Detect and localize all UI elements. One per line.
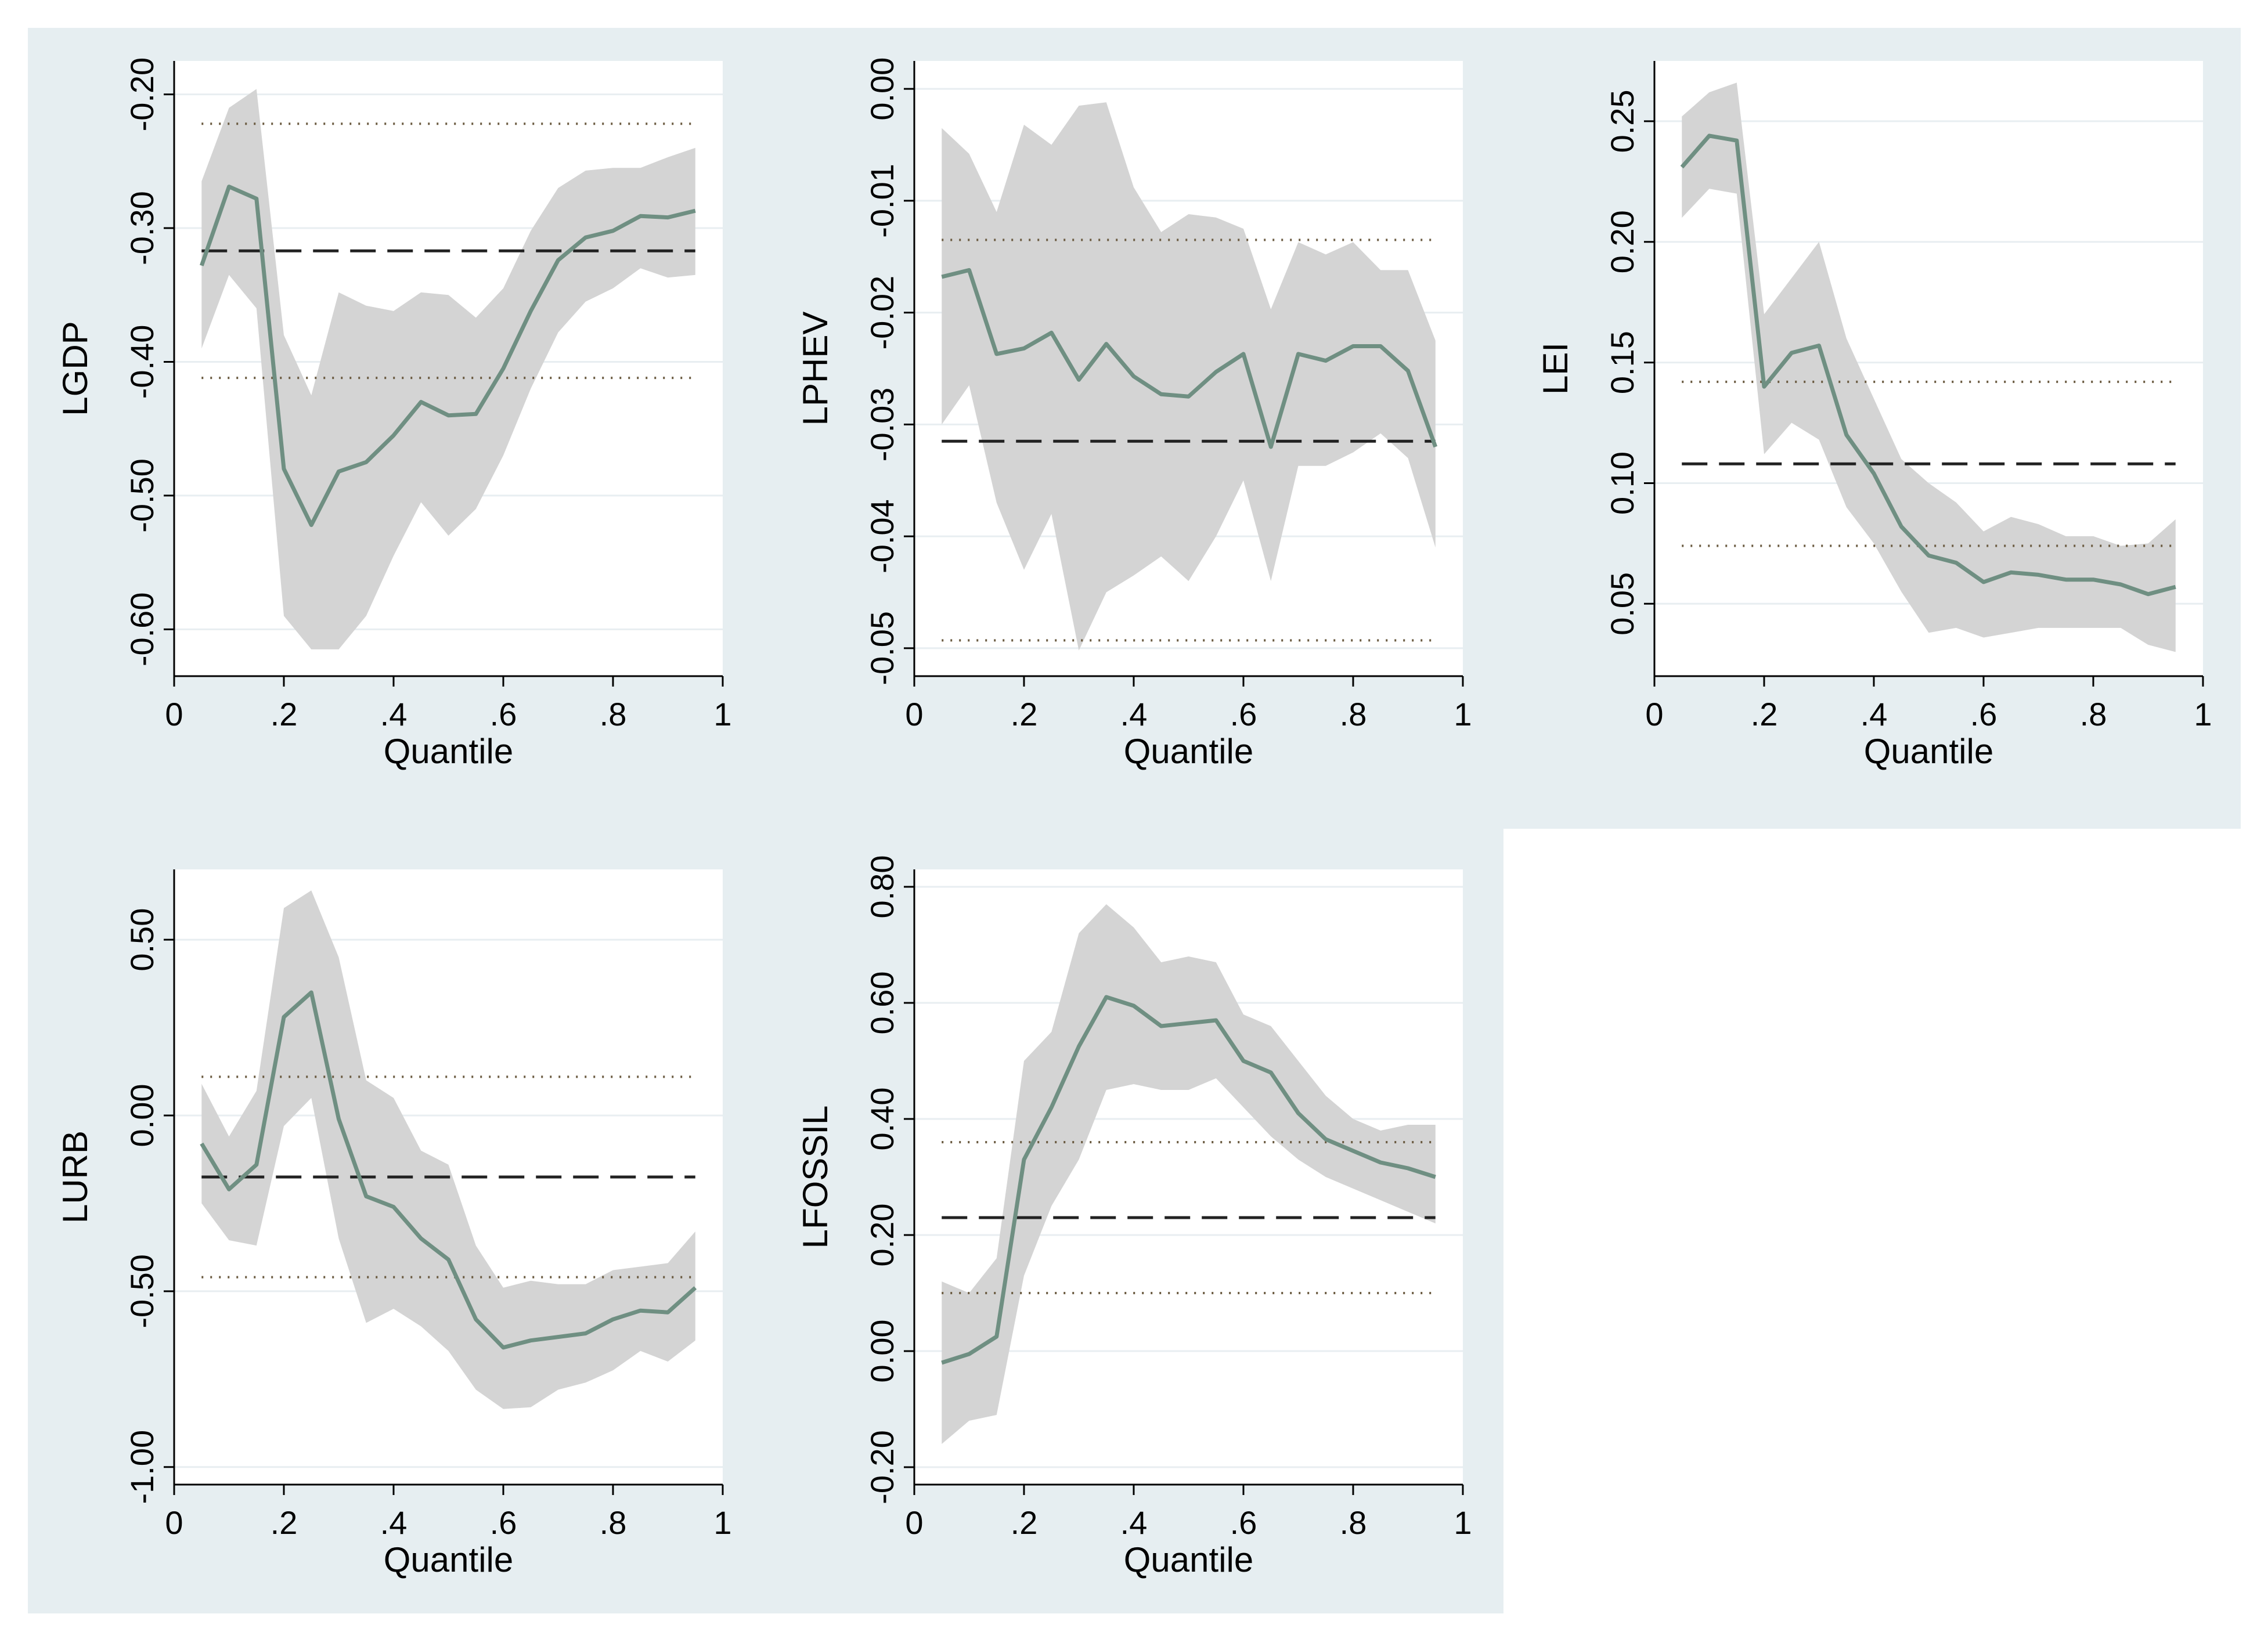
y-tick-label: 0.20: [864, 1204, 900, 1267]
x-tick-label: .2: [271, 1504, 298, 1541]
x-tick-label: .8: [1340, 1504, 1367, 1541]
x-axis-title: Quantile: [384, 732, 513, 771]
y-tick-label: 0.25: [1604, 89, 1640, 153]
y-axis-title: LEI: [1536, 342, 1575, 395]
x-tick-label: .4: [1120, 1504, 1148, 1541]
x-tick-label: 1: [2194, 696, 2212, 732]
x-tick-label: .8: [600, 1504, 627, 1541]
y-tick-label: 0.05: [1604, 572, 1640, 636]
x-tick-label: .2: [1011, 696, 1038, 732]
x-axis-title: Quantile: [1124, 732, 1253, 771]
chart-panel-1: -0.20 -0.30 -0.40 -0.50 -0.600 .2 .4 .6 .8 1 Quant…: [56, 57, 732, 771]
y-tick-label: 0.60: [864, 972, 900, 1035]
confidence-band: [201, 89, 695, 649]
x-axis-title: Quantile: [1864, 732, 1993, 771]
y-axis-title: LFOSSIL: [796, 1106, 835, 1249]
y-tick-label: -0.02: [864, 276, 900, 350]
x-tick-label: 1: [1454, 696, 1472, 732]
x-tick-label: .4: [380, 1504, 408, 1541]
y-tick-label: 0.00: [864, 57, 900, 121]
x-tick-label: .6: [1230, 696, 1257, 732]
x-tick-label: 0: [165, 1504, 183, 1541]
y-tick-label: -0.60: [124, 593, 160, 667]
y-tick-label: -0.50: [124, 458, 160, 533]
y-tick-label: 0.10: [1604, 452, 1640, 515]
quantile-estimate-line: [941, 268, 1438, 449]
y-tick-label: 0.20: [1604, 210, 1640, 273]
x-tick-label: .6: [490, 1504, 517, 1541]
x-tick-label: 1: [713, 1504, 731, 1541]
x-tick-label: 0: [165, 696, 183, 732]
y-tick-label: -0.20: [864, 1430, 900, 1504]
x-tick-label: 1: [1454, 1504, 1472, 1541]
x-tick-label: .4: [1120, 696, 1148, 732]
x-tick-label: .2: [1011, 1504, 1038, 1541]
y-tick-label: -0.20: [124, 57, 160, 132]
y-tick-label: -0.03: [864, 388, 900, 462]
x-tick-label: .6: [1230, 1504, 1257, 1541]
y-tick-label: -1.00: [124, 1430, 160, 1504]
x-axis-title: Quantile: [1124, 1540, 1253, 1579]
y-tick-label: 0.00: [124, 1084, 160, 1147]
x-tick-label: .4: [1860, 696, 1888, 732]
y-tick-label: 0.80: [864, 855, 900, 919]
confidence-band: [201, 890, 695, 1409]
x-tick-label: .2: [271, 696, 298, 732]
y-axis-title: LGDP: [56, 321, 95, 416]
x-tick-label: .2: [1751, 696, 1778, 732]
quantile-estimate-line: [199, 185, 696, 528]
x-axis-title: Quantile: [384, 1540, 513, 1579]
y-tick-label: -0.40: [124, 325, 160, 399]
x-tick-label: .4: [380, 696, 408, 732]
y-axis-title: LPHEV: [796, 312, 835, 426]
x-tick-label: 0: [905, 1504, 923, 1541]
y-tick-label: 0.00: [864, 1320, 900, 1383]
x-tick-label: 0: [905, 696, 923, 732]
y-tick-label: 0.15: [1604, 331, 1640, 394]
y-tick-label: -0.05: [864, 611, 900, 685]
chart-panel-4: 0.50 0.00 -0.50 -1.000 .2 .4 .6 .8 1 Quantile LURB: [56, 869, 732, 1579]
y-tick-label: 0.50: [124, 908, 160, 972]
x-tick-label: .8: [600, 696, 627, 732]
y-axis-title: LURB: [56, 1131, 95, 1223]
y-tick-label: -0.01: [864, 164, 900, 238]
quantile-estimate-line: [200, 990, 697, 1350]
x-tick-label: 1: [713, 696, 731, 732]
quantile-estimate-line: [941, 995, 1436, 1365]
confidence-band: [942, 904, 1436, 1444]
y-tick-label: -0.04: [864, 499, 900, 573]
chart-panel-3: 0.25 0.20 0.15 0.10 0.05 0 .2 .4 .6 .8 1 Quantile LE…: [1536, 61, 2212, 771]
chart-grid: -0.20-0.30-0.40-0.50-0.600.2.4.6.8 1Quant…: [56, 57, 2212, 1579]
chart-panel-2: 0.00 -0.01 -0.02 -0.03 -0.04 -0.050 .2 .4 .6 .8 1 Q…: [796, 57, 1472, 771]
x-tick-label: .6: [490, 696, 517, 732]
y-tick-label: -0.50: [124, 1254, 160, 1328]
x-tick-label: .8: [1340, 696, 1367, 732]
y-tick-label: 0.40: [864, 1088, 900, 1151]
x-tick-label: .6: [1970, 696, 1997, 732]
x-tick-label: 0: [1645, 696, 1663, 732]
x-tick-label: .8: [2080, 696, 2107, 732]
y-tick-label: -0.30: [124, 191, 160, 265]
chart-panel-5: 0.80 0.60 0.40 0.20 0.00 -0.200 .2 .4 .6 .8 1 Quant…: [796, 855, 1472, 1580]
quantile-estimate-line: [1680, 133, 2176, 597]
